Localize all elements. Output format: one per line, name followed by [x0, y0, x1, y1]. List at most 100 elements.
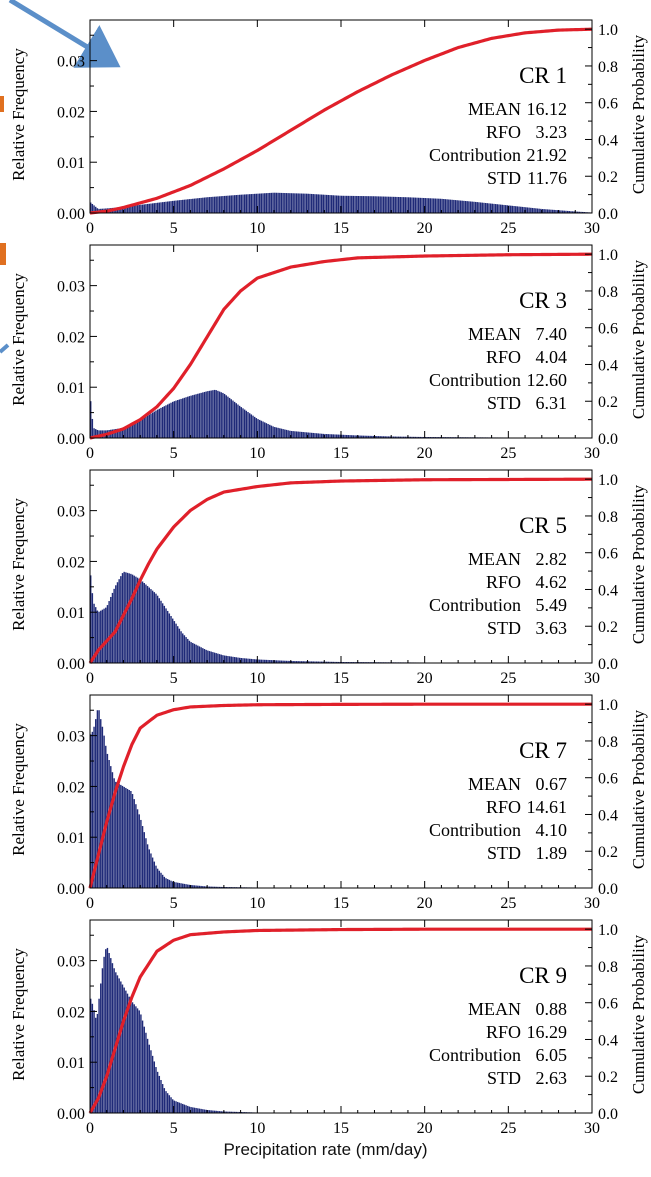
y-tick-label: 0.02 [57, 104, 85, 121]
histogram-bar [177, 626, 179, 663]
stat-label: RFO [486, 347, 521, 367]
histogram-bar [417, 436, 420, 438]
y-tick-label: 0.03 [57, 504, 85, 521]
histogram-bar [282, 429, 284, 438]
histogram-bar [185, 199, 187, 213]
histogram-bar [431, 198, 433, 213]
histogram-bar [161, 407, 164, 438]
histogram-bar [128, 789, 130, 888]
histogram-bar [128, 573, 130, 663]
histogram-bar [290, 193, 293, 213]
histogram-bar [541, 209, 544, 213]
histogram-bar [330, 195, 333, 213]
histogram-bar [96, 610, 99, 663]
histogram-bar [285, 193, 288, 213]
histogram-bar [93, 726, 95, 888]
histogram-bar [503, 204, 505, 213]
y-tick-label: 0.03 [57, 279, 85, 296]
histogram-bar [305, 432, 308, 438]
panel-title: CR 9 [519, 963, 567, 988]
histogram-bar [170, 201, 172, 213]
histogram-bar [90, 575, 92, 663]
panel-2: 0.00 0.01 0.02 0.03 0.0 0.2 0.4 0.6 0.8 1.0 0 5 10 15… [9, 244, 648, 462]
histogram-bar [136, 421, 139, 438]
histogram-bar [372, 435, 375, 438]
histogram-bar [307, 661, 309, 663]
histogram-bar [364, 435, 366, 438]
histogram-bar [359, 435, 361, 438]
histogram-bar [299, 431, 301, 438]
histogram-bar [575, 211, 577, 213]
histogram-bar [178, 399, 181, 438]
histogram-bar [135, 205, 137, 213]
histogram-bar [121, 785, 124, 888]
histogram-bar [287, 193, 289, 213]
panel-title: CR 3 [519, 288, 567, 313]
y2-tick-label: 0.4 [598, 807, 618, 824]
histogram-bar [90, 401, 92, 438]
histogram-bar [193, 643, 196, 663]
histogram-bar [143, 417, 145, 438]
histogram-bar [267, 659, 269, 663]
stat-value: 11.76 [527, 168, 567, 188]
histogram-bar [275, 660, 278, 663]
histogram-bar [113, 968, 115, 1113]
histogram-bar [150, 203, 152, 213]
panel-4: 0.00 0.01 0.02 0.03 0.0 0.2 0.4 0.6 0.8 1.0 0 5 10 15… [9, 694, 648, 912]
histogram-bar [153, 592, 156, 663]
histogram-bar [285, 429, 288, 438]
histogram-bar [372, 196, 375, 213]
histogram-bar [411, 436, 413, 438]
histogram-bar [128, 206, 130, 213]
histogram-bar [361, 196, 363, 213]
y-tick-label: 0.03 [57, 54, 85, 71]
stat-value: 2.63 [536, 1068, 568, 1088]
cumulative-probability-line [88, 702, 592, 889]
histogram-bar [213, 389, 216, 438]
histogram-bar [387, 436, 390, 438]
histogram-bar [356, 195, 358, 213]
histogram-bar [171, 1099, 174, 1113]
histogram-bar [561, 210, 564, 213]
histogram-bar [317, 194, 319, 213]
histogram-bar [277, 660, 279, 663]
histogram-bar [438, 198, 440, 213]
histogram-bar [207, 391, 209, 438]
histogram-bar [277, 427, 279, 438]
histogram-bar [245, 194, 248, 213]
histogram-bar [414, 436, 417, 438]
histogram-bar [337, 434, 340, 438]
y-axis-label: Relative Frequency [9, 48, 28, 181]
histogram-bar [327, 661, 330, 663]
histogram-bar [170, 880, 172, 888]
histogram-bar [166, 404, 169, 438]
histogram-bar [140, 204, 142, 213]
histogram-bar [521, 206, 524, 213]
histogram-bar [463, 200, 465, 213]
y2-tick-label: 1.0 [598, 247, 618, 264]
histogram-bar [508, 205, 510, 213]
histogram-bar [195, 198, 197, 213]
stat-label: MEAN [468, 324, 521, 344]
histogram-bar [357, 435, 360, 438]
stat-value: 12.60 [527, 370, 568, 390]
histogram-bar [96, 429, 99, 438]
histogram-bar [334, 661, 336, 663]
histogram-bar [217, 390, 219, 438]
histogram-bar [135, 804, 137, 888]
histogram-bar [203, 197, 206, 213]
histogram-bar [183, 199, 186, 213]
histogram-bar [299, 193, 301, 213]
histogram-bar [205, 391, 207, 438]
histogram-bar [115, 585, 117, 663]
histogram-bar [198, 198, 201, 213]
histogram-bar [143, 204, 145, 213]
histogram-bar [165, 405, 167, 438]
histogram-bar [193, 198, 196, 213]
y-tick-label: 0.01 [57, 1055, 85, 1072]
histogram-bar [346, 195, 348, 213]
histogram-bar [93, 1010, 95, 1113]
histogram-bar [386, 196, 388, 213]
histogram-bar [232, 1111, 234, 1113]
histogram-bar [106, 605, 109, 663]
